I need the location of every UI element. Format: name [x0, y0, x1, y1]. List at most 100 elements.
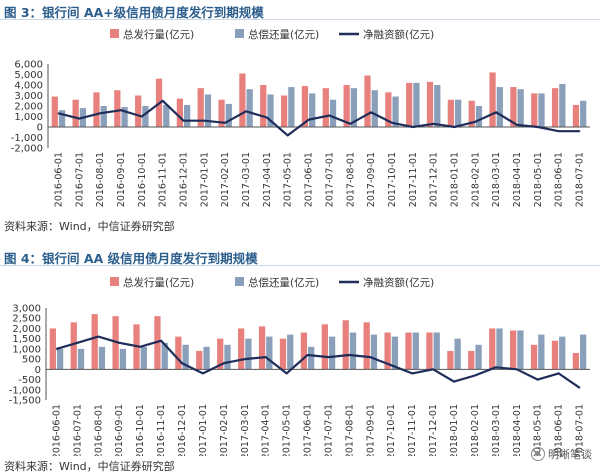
- point-net-financing: [160, 339, 162, 342]
- legend-label-0: 总发行量(亿元): [123, 276, 194, 289]
- x-tick-label: 2017-11-01: [408, 152, 419, 207]
- bar-issue: [426, 81, 434, 127]
- bar-issue: [384, 332, 391, 370]
- point-net-financing: [411, 372, 413, 375]
- bar-mature: [475, 106, 483, 127]
- bar-issue: [237, 328, 245, 370]
- bar-mature: [203, 346, 210, 370]
- legend-swatch-issue: [110, 29, 119, 38]
- y-tick-label: 1,500: [12, 334, 41, 345]
- bar-issue: [72, 99, 79, 127]
- y-tick-label: -1,000: [11, 133, 43, 144]
- point-net-financing: [286, 134, 289, 137]
- point-net-financing: [495, 366, 497, 369]
- x-tick-label: 2016-06-01: [53, 152, 64, 207]
- point-net-financing: [474, 120, 477, 123]
- y-tick-label: 1,000: [14, 112, 43, 123]
- point-net-financing: [203, 119, 206, 122]
- point-net-financing: [161, 99, 164, 102]
- point-net-financing: [515, 368, 518, 371]
- bar-issue: [279, 338, 287, 370]
- x-tick-label: 2016-10-01: [135, 404, 146, 456]
- bar-mature: [433, 332, 440, 370]
- bar-mature: [225, 103, 232, 127]
- x-tick-label: 2018-01-01: [450, 152, 461, 207]
- bar-issue: [301, 86, 309, 127]
- x-tick-label: 2017-07-01: [324, 152, 335, 207]
- point-net-financing: [120, 109, 122, 111]
- bar-issue: [468, 350, 475, 370]
- bar-issue: [489, 72, 496, 127]
- point-net-financing: [266, 116, 268, 119]
- bar-issue: [51, 96, 58, 127]
- legend: 总发行量(亿元) 总偿还量(亿元) 净融资额(亿元): [110, 28, 434, 41]
- point-net-financing: [223, 362, 225, 364]
- x-tick-label: 2017-02-01: [219, 404, 230, 456]
- point-net-financing: [307, 118, 310, 121]
- bar-issue: [93, 92, 100, 127]
- point-net-financing: [536, 378, 539, 381]
- point-net-financing: [412, 126, 414, 128]
- x-tick-label: 2018-03-01: [491, 152, 502, 207]
- legend-label-2: 净融资额(亿元): [363, 276, 434, 289]
- bar-mature: [119, 348, 127, 370]
- point-net-financing: [202, 372, 204, 375]
- bar-mature: [392, 96, 399, 127]
- x-tick-label: 2017-09-01: [366, 152, 377, 207]
- x-tick-label: 2018-07-01: [575, 404, 586, 456]
- point-net-financing: [264, 356, 267, 358]
- figure-4-title-rule: [0, 265, 600, 266]
- bar-issue: [239, 73, 246, 127]
- bar-issue: [322, 88, 329, 127]
- point-net-financing: [78, 117, 81, 120]
- x-tick-label: 2017-04-01: [261, 404, 272, 456]
- legend-label-1: 总偿还量(亿元): [248, 28, 319, 41]
- bar-mature: [309, 93, 316, 127]
- bar-issue: [447, 99, 454, 127]
- x-tick-label: 2016-11-01: [156, 404, 167, 456]
- bar-mature: [434, 85, 441, 127]
- bar-issue: [363, 322, 370, 370]
- bar-mature: [349, 332, 357, 370]
- bar-mature: [413, 82, 420, 127]
- point-net-financing: [76, 341, 79, 344]
- point-net-financing: [557, 130, 560, 132]
- bar-mature: [559, 336, 566, 370]
- bar-mature: [184, 104, 191, 127]
- y-tick-label: -500: [18, 375, 41, 386]
- bar-issue: [406, 82, 413, 127]
- x-tick-label: 2018-03-01: [491, 404, 502, 456]
- y-tick-label: 500: [22, 355, 41, 366]
- figure-4-source: 资料来源：Wind，中信证券研究部: [4, 460, 175, 473]
- bar-issue: [175, 336, 182, 370]
- x-tick-label: 2016-12-01: [179, 152, 190, 207]
- bar-mature: [246, 89, 253, 127]
- point-net-financing: [537, 126, 539, 128]
- x-tick-label: 2018-04-01: [512, 404, 523, 456]
- bar-issue: [510, 87, 517, 127]
- y-tick-label: 3,000: [14, 91, 43, 102]
- bar-issue: [572, 352, 580, 370]
- y-tick-label: 2,000: [14, 102, 43, 113]
- bar-mature: [350, 88, 358, 127]
- bar-mature: [517, 330, 524, 370]
- y-tick-label: 2,000: [12, 324, 41, 335]
- bar-mature: [140, 346, 147, 370]
- x-tick-label: 2017-08-01: [345, 152, 356, 207]
- bar-mature: [412, 332, 419, 370]
- bar-issue: [364, 75, 371, 127]
- chart-figure-3: 总发行量(亿元) 总偿还量(亿元) 净融资额(亿元) -2,000-1,00001,0…: [11, 28, 590, 207]
- bar-issue: [218, 99, 225, 127]
- point-net-financing: [243, 358, 246, 360]
- bar-issue: [196, 350, 203, 370]
- bar-mature: [121, 107, 128, 127]
- x-tick-label: 2018-06-01: [554, 152, 565, 207]
- x-tick-label: 2017-09-01: [365, 404, 376, 456]
- figure-3-source: 资料来源：Wind，中信证券研究部: [4, 220, 175, 233]
- x-tick-label: 2017-06-01: [303, 404, 314, 456]
- bar-mature: [266, 336, 273, 370]
- bar-issue: [426, 332, 433, 370]
- x-tick-label: 2017-08-01: [344, 404, 355, 456]
- point-net-financing: [474, 374, 476, 377]
- bar-issue: [217, 338, 224, 370]
